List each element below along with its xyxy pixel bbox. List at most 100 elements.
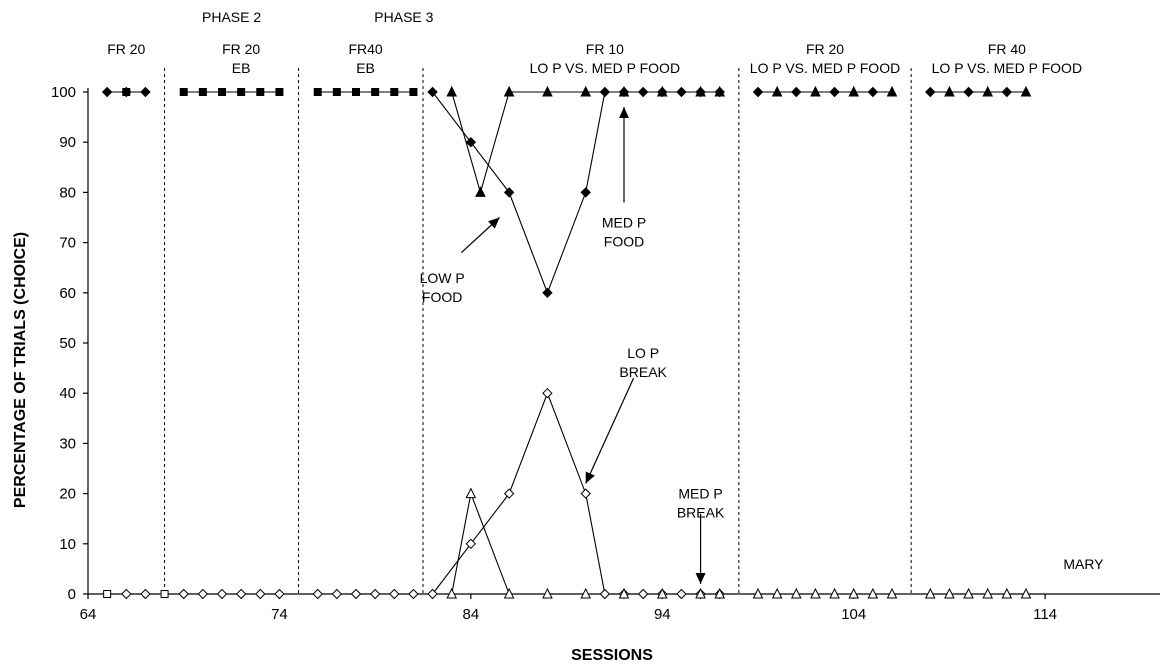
data-point-square — [122, 88, 131, 96]
phase-label: LO P VS. MED P FOOD — [750, 60, 900, 76]
data-point-diamond — [235, 588, 247, 600]
data-point-diamond — [637, 588, 649, 600]
data-point-square — [390, 88, 399, 96]
phase-label: FR 10 — [586, 41, 624, 57]
x-axis-title: SESSIONS — [571, 647, 653, 664]
data-point-diamond — [312, 588, 323, 600]
phase-label: LO P VS. MED P FOOD — [530, 60, 680, 76]
data-point-diamond — [542, 287, 553, 299]
data-point-diamond — [580, 488, 591, 499]
data-point-diamond — [465, 136, 477, 148]
annotation-label: MED P — [678, 486, 722, 502]
data-point-square — [371, 88, 380, 96]
data-point-triangle — [618, 85, 630, 97]
y-tick-label: 60 — [59, 285, 76, 302]
phase-label: PHASE 2 — [202, 9, 261, 25]
y-tick-label: 50 — [59, 335, 76, 352]
annotation-label: MARY — [1063, 556, 1104, 572]
data-point-square — [409, 88, 418, 96]
data-point-diamond — [676, 588, 687, 600]
data-point-diamond — [178, 588, 189, 600]
phase-label: FR 20 — [107, 41, 145, 57]
annotation-label: BREAK — [619, 364, 667, 380]
data-point-triangle — [714, 85, 726, 97]
phase-label: FR 20 — [222, 41, 260, 57]
data-point-diamond — [925, 86, 936, 98]
annotation-arrow-shaft — [585, 377, 635, 484]
phase-label: EB — [232, 60, 251, 76]
data-point-diamond — [963, 86, 974, 98]
data-point-diamond — [216, 588, 228, 600]
data-point-square — [179, 88, 188, 96]
data-point-triangle — [848, 85, 860, 97]
data-point-diamond — [599, 86, 611, 98]
data-point-triangle — [982, 587, 994, 599]
data-point-diamond — [599, 588, 611, 600]
data-point-diamond — [408, 588, 419, 600]
x-tick-label: 64 — [80, 606, 97, 623]
phase-label: FR40 — [348, 41, 382, 57]
data-point-diamond — [350, 588, 362, 600]
data-point-triangle — [1001, 587, 1013, 599]
data-point-triangle — [656, 85, 668, 97]
y-tick-label: 30 — [59, 435, 76, 452]
data-point-square — [332, 88, 341, 96]
phase-label: FR 40 — [988, 41, 1026, 57]
data-point-diamond — [542, 387, 553, 399]
data-point-triangle — [503, 85, 515, 97]
data-point-square — [218, 88, 226, 96]
y-tick-label: 70 — [59, 235, 76, 252]
data-point-square — [256, 88, 265, 96]
data-point-diamond — [389, 588, 400, 600]
phase-label: EB — [356, 60, 375, 76]
data-point-triangle — [714, 587, 726, 599]
annotation-label: LO P — [627, 345, 659, 361]
data-point-diamond — [331, 588, 343, 600]
y-tick-label: 10 — [59, 536, 76, 553]
phase-label: LO P VS. MED P FOOD — [932, 60, 1082, 76]
data-point-diamond — [829, 86, 840, 98]
annotation-label: LOW P — [420, 270, 465, 286]
data-point-triangle — [963, 587, 974, 599]
data-point-diamond — [580, 187, 591, 198]
x-tick-label: 104 — [841, 606, 866, 623]
data-point-triangle — [771, 85, 783, 97]
data-point-triangle — [810, 85, 821, 97]
data-point-diamond — [867, 86, 879, 98]
data-point-triangle — [886, 85, 898, 97]
annotation-label: MED P — [602, 215, 646, 231]
data-point-triangle — [446, 587, 458, 599]
y-tick-label: 0 — [68, 586, 76, 603]
data-point-diamond — [255, 588, 266, 600]
data-point-triangle — [924, 587, 936, 599]
data-point-diamond — [121, 588, 132, 600]
phase-label: FR 20 — [806, 41, 844, 57]
data-point-triangle — [695, 85, 706, 97]
data-point-square — [275, 88, 284, 96]
data-point-triangle — [1020, 85, 1032, 97]
phase-label: PHASE 3 — [374, 9, 433, 25]
y-axis-title: PERCENTAGE OF TRIALS (CHOICE) — [12, 232, 29, 508]
data-point-diamond — [274, 588, 285, 600]
data-point-diamond — [1001, 86, 1013, 98]
data-point-diamond — [637, 86, 649, 98]
x-tick-label: 94 — [654, 606, 671, 623]
series-line — [432, 91, 720, 295]
data-point-diamond — [427, 588, 438, 600]
data-point-square — [198, 88, 207, 96]
annotation-label: BREAK — [677, 505, 725, 521]
data-point-triangle — [542, 85, 553, 97]
annotation-arrow-head — [488, 217, 500, 229]
annotation-label: FOOD — [422, 289, 462, 305]
y-tick-label: 40 — [59, 385, 76, 402]
data-point-diamond — [197, 588, 209, 600]
data-point-diamond — [752, 86, 764, 98]
data-point-triangle — [618, 587, 630, 599]
data-point-diamond — [791, 86, 802, 98]
data-point-diamond — [427, 86, 438, 98]
y-tick-label: 100 — [51, 84, 76, 101]
data-point-triangle — [944, 587, 955, 599]
data-point-triangle — [1020, 587, 1032, 599]
data-point-triangle — [465, 487, 477, 499]
